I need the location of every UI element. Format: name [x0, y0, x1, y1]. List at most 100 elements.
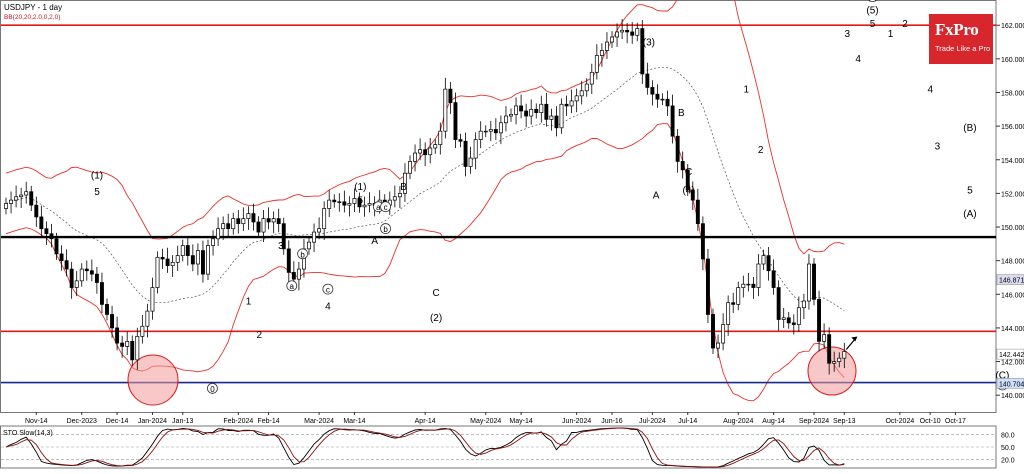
candle — [94, 273, 99, 283]
candle — [231, 218, 236, 230]
candle — [433, 144, 438, 149]
candle — [271, 218, 276, 223]
candle — [19, 194, 24, 198]
x-tick-label: Sep-13 — [833, 418, 856, 425]
candle — [44, 228, 49, 235]
x-tick-label: Oct-2024 — [885, 418, 914, 425]
candle — [115, 327, 120, 344]
x-tick-label: Jul-2024 — [639, 418, 666, 425]
candle — [357, 198, 362, 208]
y-tick-label: 150.000 — [1001, 225, 1024, 232]
candle — [842, 351, 847, 359]
wave-label-circle — [868, 0, 877, 2]
y-axis: 162.000 160.000 158.000 156.000 154.000 152.0… — [996, 23, 1024, 400]
candle — [700, 223, 705, 260]
x-tick-label: Jan-13 — [172, 418, 194, 425]
candle — [483, 130, 488, 133]
candle — [145, 310, 150, 327]
candle — [89, 270, 94, 275]
candle — [806, 263, 811, 302]
x-axis: Nov-14 Dec-2023 Dec-14 Jan-2024 Jan-13 Feb-20… — [25, 412, 966, 425]
y-tick-label: 148.000 — [1001, 259, 1024, 266]
y-tick-label: 146.000 — [1001, 292, 1024, 299]
main-plot-frame — [0, 0, 997, 413]
candle — [579, 90, 584, 97]
candle — [367, 203, 372, 206]
candle — [362, 204, 367, 208]
candle — [261, 218, 266, 233]
wave-label-circle — [297, 248, 309, 260]
wave-label: 5 — [870, 19, 876, 30]
candle — [125, 341, 130, 347]
candle — [554, 115, 559, 129]
candle — [786, 317, 791, 324]
wave-label: a — [376, 203, 381, 212]
candle — [837, 357, 842, 362]
candle — [9, 199, 13, 204]
oscillator-label: STO Slow(14,3) — [3, 430, 53, 437]
wave-labels: (1)50123abc4(1)5AacbBC(2)(3)ABC(4)1234(1… — [91, 0, 1009, 394]
wave-label: (1) — [354, 182, 366, 193]
candle — [185, 245, 190, 256]
candle — [549, 115, 554, 120]
candle — [392, 196, 397, 201]
candle — [251, 213, 256, 223]
fxpro-logo: FxPro Trade Like a Pro — [929, 14, 993, 64]
candle — [206, 245, 210, 275]
candle — [347, 203, 352, 206]
x-tick-label: Apr-14 — [415, 418, 436, 425]
wave-label: B — [678, 108, 685, 119]
candle — [726, 302, 731, 325]
candle — [630, 31, 635, 36]
candle — [99, 282, 104, 305]
wave-label: 5 — [94, 187, 100, 198]
candle — [796, 307, 801, 325]
wave-label: A — [653, 190, 660, 201]
candle — [741, 283, 746, 288]
candle — [211, 238, 215, 246]
oscillator-level-label: 20.0 — [1001, 458, 1015, 465]
candle — [620, 29, 625, 33]
candle — [453, 102, 458, 140]
candle — [564, 103, 569, 107]
candle — [660, 98, 665, 101]
x-tick-label: Dec-14 — [106, 418, 129, 425]
candle — [49, 233, 54, 240]
candle — [403, 172, 407, 194]
candle — [342, 201, 347, 206]
candle — [155, 256, 160, 288]
candle — [594, 55, 599, 73]
candle — [296, 268, 301, 280]
candle — [140, 325, 145, 337]
candle — [827, 334, 832, 364]
symbol-label: USDJPY - 1 day — [4, 3, 62, 12]
wave-label: 0 — [210, 385, 215, 394]
candle — [625, 29, 630, 33]
logo-tagline: Trade Like a Pro — [935, 44, 991, 53]
candle — [34, 204, 39, 218]
candle — [736, 287, 741, 305]
wave-label: 5 — [967, 185, 973, 196]
candle — [801, 300, 806, 309]
candle — [690, 189, 695, 201]
candle — [574, 95, 579, 102]
candle — [397, 193, 402, 198]
price-tag-label: 146.871 — [999, 278, 1024, 285]
wave-label-circle — [207, 382, 218, 394]
oscillator-level-label: 80.0 — [1001, 432, 1015, 439]
candle — [650, 87, 655, 95]
candle — [832, 361, 837, 364]
candle — [246, 213, 251, 219]
candle — [822, 334, 827, 342]
wave-label: A — [371, 236, 378, 247]
candle — [135, 335, 140, 361]
candle — [711, 314, 715, 349]
candle — [610, 36, 614, 43]
candle — [256, 221, 261, 233]
candle — [312, 231, 317, 243]
candle — [488, 129, 493, 132]
candle — [791, 322, 796, 325]
price-tag — [996, 378, 1024, 389]
candle — [150, 287, 155, 312]
